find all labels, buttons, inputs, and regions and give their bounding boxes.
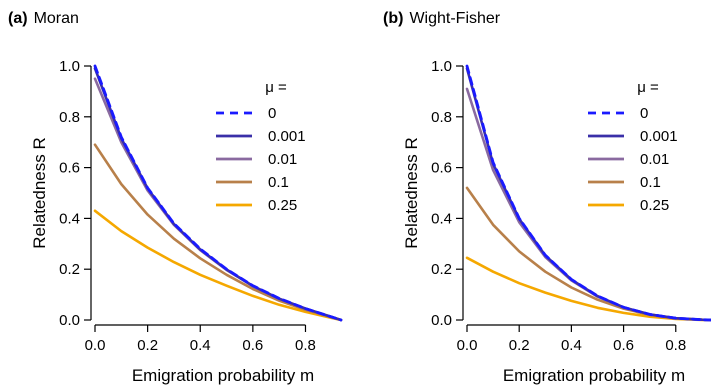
legend-title: μ = bbox=[637, 79, 659, 96]
legend-label: 0.1 bbox=[640, 174, 661, 191]
y-tick-label: 1.0 bbox=[431, 58, 452, 75]
series-line-mu-0 bbox=[465, 64, 711, 322]
y-tick-label: 0.2 bbox=[59, 261, 80, 278]
legend-label: 0.001 bbox=[640, 128, 678, 145]
x-tick-label: 0.0 bbox=[85, 337, 106, 354]
x-tick-label: 0.4 bbox=[561, 337, 582, 354]
legend-label: 0.01 bbox=[268, 151, 297, 168]
y-tick-label: 0.4 bbox=[59, 210, 80, 227]
legend-label: 0 bbox=[640, 105, 648, 122]
y-axis-label: Relatedness R bbox=[30, 137, 49, 249]
panel-a: (a) Moran 0.0 0.2 0.4 0.6 0.8 1.0 0.0 0.2 0.4 0.6 0.… bbox=[8, 10, 343, 385]
panel-title: (b) Wight-Fisher bbox=[383, 10, 501, 27]
legend-label: 0.01 bbox=[640, 151, 669, 168]
panel-label: (b) bbox=[383, 10, 403, 27]
x-tick-label: 0.6 bbox=[613, 337, 634, 354]
series-line-mu-0_25 bbox=[465, 256, 711, 322]
legend-label: 0.1 bbox=[268, 174, 289, 191]
x-axis-label: Emigration probability m bbox=[503, 366, 685, 385]
legend-label: 0.001 bbox=[268, 128, 306, 145]
series-line-mu-0_001 bbox=[465, 67, 711, 322]
x-tick-label: 0.4 bbox=[190, 337, 211, 354]
y-tick-label: 0.0 bbox=[431, 312, 452, 329]
series-line-mu-0_1 bbox=[465, 186, 711, 322]
y-tick-label: 0.8 bbox=[431, 109, 452, 126]
series-line-mu-0_1 bbox=[93, 143, 343, 322]
y-tick-label: 0.0 bbox=[59, 312, 80, 329]
y-tick-label: 0.8 bbox=[59, 109, 80, 126]
x-tick-label: 0.2 bbox=[509, 337, 530, 354]
legend-label: 0.25 bbox=[268, 197, 297, 214]
x-tick-label: 0.8 bbox=[295, 337, 316, 354]
legend: μ = 0 0.001 0.01 0.1 0.25 bbox=[216, 79, 306, 214]
y-tick-label: 0.6 bbox=[59, 160, 80, 177]
x-tick-label: 0.0 bbox=[457, 337, 478, 354]
series-line-mu-0 bbox=[93, 64, 343, 322]
legend-title: μ = bbox=[265, 79, 287, 96]
x-axis-label: Emigration probability m bbox=[132, 366, 314, 385]
series-line-mu-0_01 bbox=[93, 77, 343, 322]
y-axis-label: Relatedness R bbox=[402, 137, 421, 249]
x-tick-label: 0.2 bbox=[137, 337, 158, 354]
panel-title: (a) Moran bbox=[8, 10, 79, 27]
legend-label: 0 bbox=[268, 105, 276, 122]
legend-label: 0.25 bbox=[640, 197, 669, 214]
y-tick-label: 0.6 bbox=[431, 160, 452, 177]
legend: μ = 0 0.001 0.01 0.1 0.25 bbox=[588, 79, 678, 214]
y-tick-label: 0.2 bbox=[431, 261, 452, 278]
series-line-mu-0_25 bbox=[93, 209, 343, 322]
y-tick-label: 1.0 bbox=[59, 58, 80, 75]
x-tick-label: 0.8 bbox=[665, 337, 686, 354]
x-tick-label: 0.6 bbox=[242, 337, 263, 354]
panel-label: (a) bbox=[8, 10, 28, 27]
panel-title-text: Wight-Fisher bbox=[409, 10, 500, 27]
panel-b: (b) Wight-Fisher 0.0 0.2 0.4 0.6 0.8 1.0 0.0 0.2 0… bbox=[383, 10, 711, 385]
panel-title-text: Moran bbox=[34, 10, 79, 27]
y-tick-label: 0.4 bbox=[431, 210, 452, 227]
